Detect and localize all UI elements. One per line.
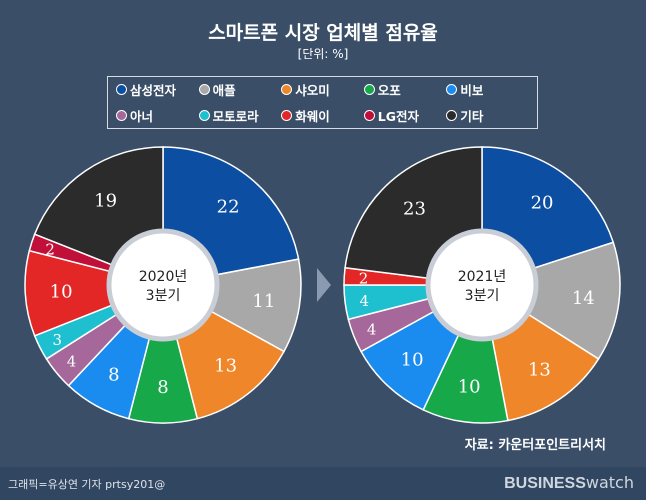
pie-slice bbox=[480, 241, 621, 360]
source-label: 자료: 카운터포인트리서치 bbox=[464, 438, 606, 453]
center-label: 3분기 bbox=[146, 288, 181, 304]
legend-item: 샤오미 bbox=[281, 80, 364, 99]
legend-item: 비보 bbox=[446, 80, 529, 99]
legend-item: 모토로라 bbox=[198, 106, 282, 125]
legend-item: 애플 bbox=[198, 80, 282, 99]
data-label: 4 bbox=[67, 353, 77, 371]
legend-item: 기타 bbox=[446, 106, 529, 125]
center-label: 2021년 bbox=[458, 269, 507, 285]
legend-label: 비보 bbox=[460, 83, 484, 99]
data-label: 14 bbox=[572, 288, 595, 309]
data-label: 20 bbox=[531, 192, 554, 213]
brand-logo: BUSINESSwatch bbox=[504, 473, 634, 493]
legend-swatch bbox=[116, 109, 127, 121]
pie-slice bbox=[24, 249, 166, 337]
data-label: 4 bbox=[359, 292, 369, 310]
legend-swatch bbox=[198, 84, 210, 96]
data-label: 11 bbox=[252, 291, 275, 312]
legend-item: LG전자 bbox=[363, 106, 447, 125]
data-label: 3 bbox=[52, 331, 62, 349]
brand-bold: BUSINESS bbox=[504, 475, 586, 492]
data-label: 2 bbox=[45, 240, 55, 258]
legend-swatch bbox=[116, 84, 127, 96]
data-label: 2 bbox=[359, 270, 369, 288]
footer: 그래픽=유상연 기자 prtsy201@ BUSINESSwatch bbox=[0, 467, 646, 500]
legend-swatch bbox=[281, 109, 293, 121]
data-label: 10 bbox=[458, 376, 481, 397]
legend-item: 오포 bbox=[363, 80, 447, 99]
data-label: 8 bbox=[157, 377, 168, 398]
center-circle bbox=[425, 228, 539, 342]
legend-swatch bbox=[281, 84, 293, 96]
data-label: 10 bbox=[50, 281, 73, 302]
legend-label: 애플 bbox=[212, 83, 236, 99]
legend-label: 모토로라 bbox=[212, 108, 259, 124]
data-label: 22 bbox=[217, 196, 240, 217]
credit: 그래픽=유상연 기자 prtsy201@ bbox=[8, 478, 166, 491]
data-label: 13 bbox=[214, 356, 237, 377]
legend-label: 오포 bbox=[377, 83, 401, 99]
legend-swatch bbox=[446, 84, 458, 96]
arrow-icon bbox=[317, 268, 331, 302]
chart-title: 스마트폰 시장 업체별 점유율 bbox=[208, 22, 438, 44]
legend-label: 샤오미 bbox=[295, 83, 330, 99]
unit-label: [단위: %] bbox=[297, 47, 349, 61]
legend-swatch bbox=[363, 84, 375, 96]
legend-label: 아너 bbox=[130, 108, 154, 124]
legend-label: 삼성전자 bbox=[130, 83, 177, 99]
legend-swatch bbox=[446, 109, 458, 121]
legend-item: 아너 bbox=[116, 106, 199, 125]
center-label: 3분기 bbox=[465, 288, 500, 304]
legend-item: 화웨이 bbox=[281, 106, 364, 125]
legend-swatch bbox=[363, 109, 375, 121]
legend-label: 화웨이 bbox=[295, 108, 330, 124]
legend-swatch bbox=[198, 109, 210, 121]
data-label: 13 bbox=[528, 359, 551, 380]
center-label: 2020년 bbox=[139, 269, 188, 285]
data-label: 19 bbox=[94, 191, 117, 212]
center-circle bbox=[106, 228, 220, 342]
data-label: 8 bbox=[108, 364, 119, 385]
legend-item: 삼성전자 bbox=[116, 80, 199, 99]
legend-label: LG전자 bbox=[377, 108, 420, 124]
data-label: 10 bbox=[401, 349, 424, 370]
data-label: 4 bbox=[367, 321, 377, 339]
brand-light: watch bbox=[585, 473, 634, 492]
data-label: 23 bbox=[403, 198, 426, 219]
legend-label: 기타 bbox=[460, 108, 484, 124]
